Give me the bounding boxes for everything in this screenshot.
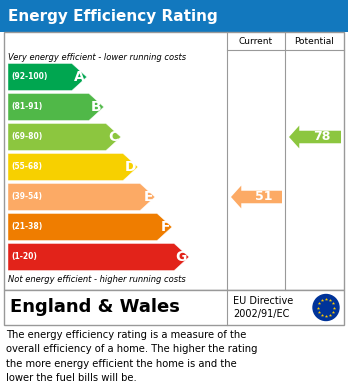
Text: (21-38): (21-38) (11, 222, 42, 231)
Text: (81-91): (81-91) (11, 102, 42, 111)
Polygon shape (231, 186, 282, 208)
Polygon shape (289, 126, 341, 149)
Text: 78: 78 (314, 131, 331, 143)
Text: Current: Current (239, 36, 273, 45)
Text: Very energy efficient - lower running costs: Very energy efficient - lower running co… (8, 54, 186, 63)
Text: (55-68): (55-68) (11, 163, 42, 172)
Circle shape (313, 294, 339, 321)
Text: (92-100): (92-100) (11, 72, 47, 81)
Polygon shape (8, 213, 172, 240)
Text: Energy Efficiency Rating: Energy Efficiency Rating (8, 9, 218, 23)
Polygon shape (8, 63, 87, 90)
Polygon shape (8, 244, 189, 271)
Text: E: E (143, 190, 153, 204)
Polygon shape (8, 93, 104, 120)
Text: Potential: Potential (294, 36, 334, 45)
Text: F: F (160, 220, 170, 234)
Polygon shape (8, 183, 155, 210)
Bar (0, 0, 348, 32)
Bar (4, 290, 344, 325)
Text: B: B (91, 100, 102, 114)
Text: England & Wales: England & Wales (10, 298, 180, 316)
Text: 2002/91/EC: 2002/91/EC (233, 309, 290, 319)
Text: C: C (109, 130, 119, 144)
Text: (1-20): (1-20) (11, 253, 37, 262)
Text: The energy efficiency rating is a measure of the
overall efficiency of a home. T: The energy efficiency rating is a measur… (6, 330, 258, 383)
Text: EU Directive: EU Directive (233, 296, 293, 306)
Text: Not energy efficient - higher running costs: Not energy efficient - higher running co… (8, 276, 186, 285)
Text: A: A (74, 70, 85, 84)
Text: (39-54): (39-54) (11, 192, 42, 201)
Text: 51: 51 (255, 190, 272, 203)
Bar (4, 32, 344, 290)
Polygon shape (8, 154, 138, 181)
Text: G: G (176, 250, 187, 264)
Text: (69-80): (69-80) (11, 133, 42, 142)
Polygon shape (8, 124, 121, 151)
Text: D: D (124, 160, 136, 174)
